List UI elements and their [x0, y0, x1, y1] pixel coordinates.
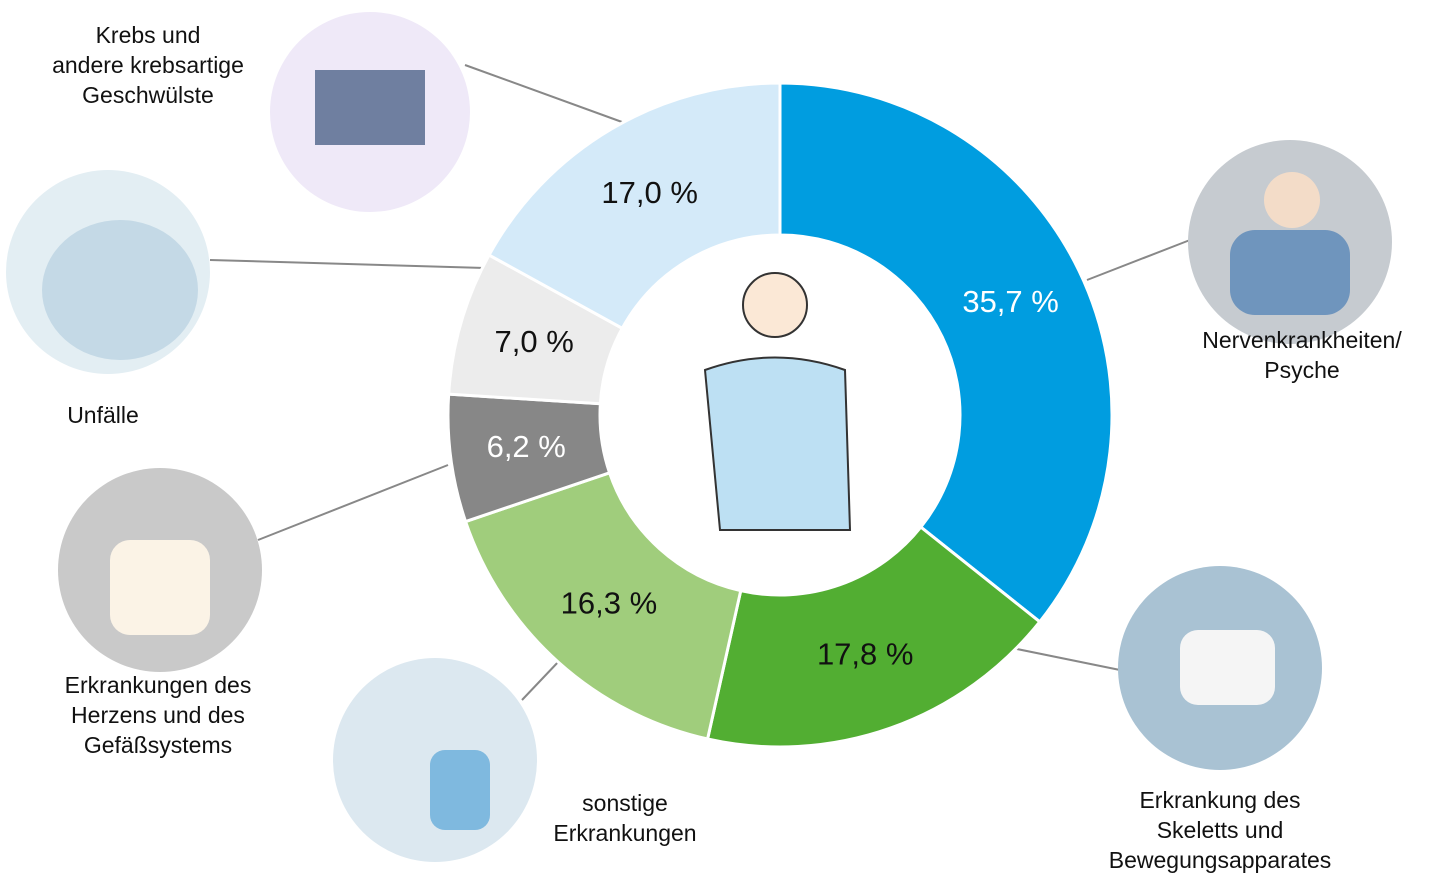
leader-line — [522, 660, 560, 700]
illustration — [315, 70, 425, 145]
value-label: 35,7 % — [962, 284, 1059, 319]
category-label: Krebs und andere krebsartige Geschwülste — [52, 20, 244, 110]
illustration — [1230, 230, 1350, 315]
leader-line — [1087, 240, 1190, 280]
value-label: 16,3 % — [561, 586, 658, 621]
category-label: Erkrankung des Skeletts und Bewegungsapp… — [1109, 785, 1332, 874]
center-figure — [705, 273, 850, 530]
page: 35,7 % 17,8 % 16,3 % 6,2 % 7,0 % 17,0 % Nerve… — [0, 0, 1440, 874]
donut-slice — [780, 83, 1112, 622]
illustration — [1264, 172, 1320, 228]
value-label: 17,8 % — [817, 637, 914, 672]
value-label: 6,2 % — [487, 429, 566, 464]
illustration — [1180, 630, 1275, 705]
category-label: Nervenkrankheiten/ Psyche — [1202, 325, 1401, 385]
value-label: 7,0 % — [495, 324, 574, 359]
illustration — [743, 273, 807, 337]
leader-line — [210, 260, 485, 268]
illustration — [42, 220, 198, 360]
category-label: Unfälle — [67, 400, 139, 430]
illustration — [430, 750, 490, 830]
illustration — [705, 358, 850, 531]
illustration — [110, 540, 210, 635]
category-label: Erkrankungen des Herzens und des Gefäßsy… — [65, 670, 252, 760]
leader-line — [1012, 648, 1120, 670]
category-label: sonstige Erkrankungen — [553, 788, 696, 848]
leader-line — [465, 65, 622, 122]
value-label: 17,0 % — [601, 175, 698, 210]
leader-line — [258, 465, 448, 540]
